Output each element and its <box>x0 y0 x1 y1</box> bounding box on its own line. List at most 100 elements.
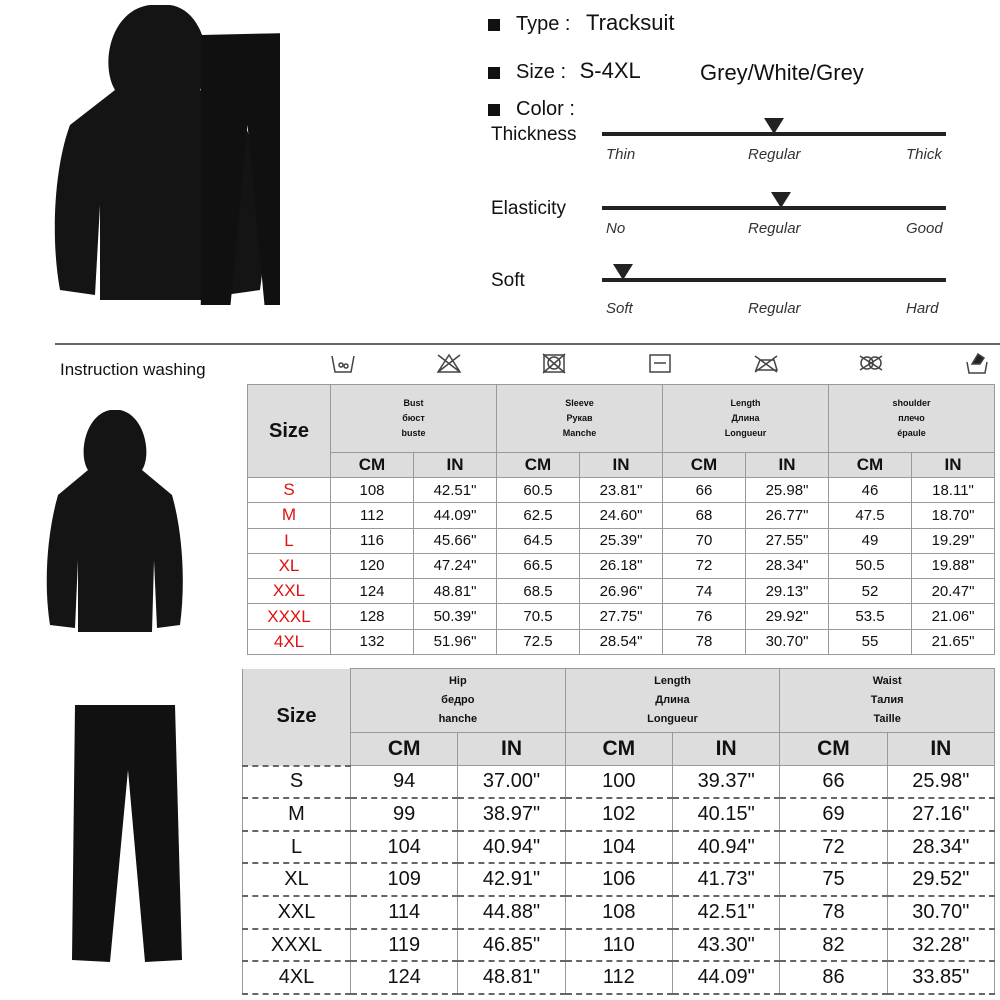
value-cell: 28.54" <box>579 628 663 656</box>
scale-label: Thickness <box>491 124 577 145</box>
value-cell: 26.77" <box>745 502 829 529</box>
unit-in: IN <box>911 452 995 478</box>
unit-in: IN <box>671 732 781 766</box>
value-cell: 38.97" <box>457 798 566 832</box>
group-header-line: Longueur <box>724 428 767 438</box>
value-cell: 47.5 <box>828 502 912 529</box>
value-cell: 25.98" <box>886 765 996 800</box>
table-row: XXL 124 48.81" 68.5 26.96" 74 29.13" 52 20.47" <box>247 578 995 605</box>
group-header-line: buste <box>401 428 426 438</box>
group-header-line: Taille <box>873 713 901 725</box>
value-cell: 55 <box>828 628 912 656</box>
value-cell: 99 <box>349 798 459 832</box>
scale-tick: Thick <box>906 146 942 163</box>
spec-size: Size : S-4XL <box>488 58 641 84</box>
divider <box>55 343 1000 345</box>
value-cell: 108 <box>564 896 673 930</box>
washing-title: Instruction washing <box>60 360 206 379</box>
unit-in: IN <box>413 452 497 478</box>
group-header-line: hanche <box>438 713 478 725</box>
group-header-line: Длина <box>655 694 690 706</box>
value-cell: 42.91" <box>457 863 566 898</box>
value-cell: 60.5 <box>496 476 580 504</box>
value-cell: 48.81" <box>413 578 497 605</box>
value-cell: 27.16" <box>886 798 996 832</box>
value-cell: 66 <box>779 765 888 800</box>
value-cell: 69 <box>779 798 888 832</box>
value-cell: 52 <box>828 578 912 605</box>
value-cell: 19.29" <box>911 527 995 554</box>
group-header-line: Longueur <box>647 713 698 725</box>
unit-cm: CM <box>662 452 746 478</box>
value-cell: 119 <box>349 928 459 963</box>
group-header-line: Length <box>654 675 691 687</box>
value-cell: 64.5 <box>496 527 580 554</box>
value-cell: 112 <box>564 961 673 995</box>
value-cell: 104 <box>564 830 673 865</box>
value-cell: 20.47" <box>911 578 995 605</box>
value-cell: 28.34" <box>745 552 829 580</box>
scale-tick: Soft <box>606 300 633 317</box>
table-row: M 112 44.09" 62.5 24.60" 68 26.77" 47.5 18.70" <box>247 502 995 529</box>
value-cell: 110 <box>564 928 673 963</box>
value-cell: 32.28" <box>886 928 996 963</box>
size-cell: M <box>247 502 331 529</box>
value-cell: 24.60" <box>579 502 663 529</box>
bottom-size-table: Size Hip бедро hanche Length Длина Longueur Wai… <box>242 668 996 995</box>
wash-30-icon <box>331 355 355 373</box>
group-header-line: shoulder <box>892 398 931 408</box>
size-cell: S <box>242 765 351 800</box>
value-cell: 76 <box>662 603 746 630</box>
size-cell: S <box>247 476 331 504</box>
size-cell: L <box>242 830 351 865</box>
value-cell: 19.88" <box>911 552 995 580</box>
group-header: Sleeve Рукав Manche <box>496 384 663 453</box>
hoodie-photo <box>46 410 183 632</box>
value-cell: 72 <box>779 830 888 865</box>
value-cell: 46 <box>828 476 912 504</box>
value-cell: 46.85" <box>457 928 566 963</box>
value-cell: 26.18" <box>579 552 663 580</box>
value-cell: 21.65" <box>911 628 995 656</box>
value-cell: 78 <box>779 896 888 930</box>
group-header-line: Manche <box>562 428 597 438</box>
group-header: shoulder плечо épaule <box>828 384 995 453</box>
table-row: 4XL 132 51.96" 72.5 28.54" 78 30.70" 55 21.65" <box>247 628 995 656</box>
value-cell: 40.94" <box>457 830 566 865</box>
value-cell: 82 <box>779 928 888 963</box>
size-cell: 4XL <box>242 961 351 995</box>
dry-flat-icon <box>649 354 671 373</box>
value-cell: 72 <box>662 552 746 580</box>
value-cell: 44.88" <box>457 896 566 930</box>
value-cell: 108 <box>330 476 414 504</box>
size-cell: XL <box>242 863 351 898</box>
value-cell: 28.34" <box>886 830 996 865</box>
value-cell: 120 <box>330 552 414 580</box>
value-cell: 42.51" <box>413 476 497 504</box>
pants-photo <box>72 705 182 962</box>
scale-tick: Regular <box>748 300 801 317</box>
size-cell: XXL <box>242 896 351 930</box>
value-cell: 112 <box>330 502 414 529</box>
value-cell: 44.09" <box>413 502 497 529</box>
value-cell: 70.5 <box>496 603 580 630</box>
value-cell: 62.5 <box>496 502 580 529</box>
value-cell: 25.39" <box>579 527 663 554</box>
no-tumble-dry-icon <box>542 353 566 374</box>
bullet-icon <box>488 18 500 31</box>
spec-type: Type : Tracksuit <box>488 10 674 36</box>
group-header: Waist Талия Taille <box>779 668 995 733</box>
value-cell: 45.66" <box>413 527 497 554</box>
value-cell: 86 <box>779 961 888 995</box>
value-cell: 68 <box>662 502 746 529</box>
scale-tick: Regular <box>748 220 801 237</box>
unit-cm: CM <box>496 452 580 478</box>
unit-cm: CM <box>349 732 459 766</box>
scale-bar <box>602 132 946 136</box>
value-cell: 29.13" <box>745 578 829 605</box>
no-bleach-icon <box>436 353 462 373</box>
unit-cm: CM <box>779 732 888 766</box>
size-cell: XXXL <box>247 603 331 630</box>
unit-in: IN <box>579 452 663 478</box>
value-cell: 18.11" <box>911 476 995 504</box>
